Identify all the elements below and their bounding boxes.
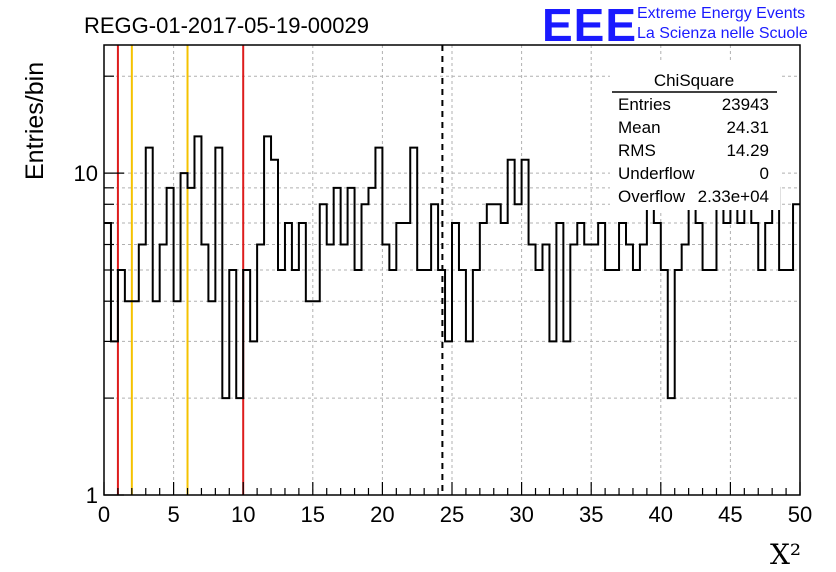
stats-rows: Entries 23943 Mean 24.31 RMS 14.29 Underflow 0 O…	[618, 95, 769, 206]
x-tick-label: 15	[301, 502, 325, 527]
stats-box-title: ChiSquare	[654, 71, 734, 90]
stats-value: 23943	[722, 95, 769, 114]
axis-ticks	[103, 75, 801, 496]
x-tick-label: 45	[718, 502, 742, 527]
y-axis-label: Entries/bin	[21, 62, 49, 180]
stats-box: ChiSquare Entries 23943 Mean 24.31 RMS 14.29 U…	[610, 60, 780, 210]
stats-value: 24.31	[726, 118, 769, 137]
x-axis-label: X²	[770, 538, 801, 571]
x-tick-label: 40	[649, 502, 673, 527]
stats-label: Overflow	[618, 187, 686, 206]
y-tick-label: 1	[86, 483, 98, 508]
histogram-outline	[104, 135, 800, 400]
stats-value: 14.29	[726, 141, 769, 160]
y-tick-labels: 1 10	[74, 161, 98, 508]
stats-value: 2.33e+04	[698, 187, 769, 206]
stats-box-background	[610, 60, 780, 210]
logo-mark: EEE	[542, 0, 637, 51]
stats-label: Underflow	[618, 164, 695, 183]
chart-title: REGG-01-2017-05-19-00029	[84, 13, 369, 38]
y-tick-label: 10	[74, 161, 98, 186]
x-tick-label: 10	[231, 502, 255, 527]
x-tick-label: 50	[788, 502, 812, 527]
x-tick-label: 30	[509, 502, 533, 527]
stats-label: Mean	[618, 118, 661, 137]
x-tick-label: 25	[440, 502, 464, 527]
stats-label: RMS	[618, 141, 656, 160]
x-tick-label: 20	[370, 502, 394, 527]
x-tick-labels: 0 5 10 15 20 25 30 35 40 45 50	[98, 502, 812, 527]
x-tick-label: 35	[579, 502, 603, 527]
logo-line-2: La Scienza nelle Scuole	[637, 25, 808, 42]
stats-value: 0	[760, 164, 769, 183]
logo-line-1: Extreme Energy Events	[637, 5, 805, 22]
stats-label: Entries	[618, 95, 671, 114]
x-tick-label: 0	[98, 502, 110, 527]
eee-logo: EEE Extreme Energy Events La Scienza nel…	[542, 0, 808, 51]
x-tick-label: 5	[167, 502, 179, 527]
